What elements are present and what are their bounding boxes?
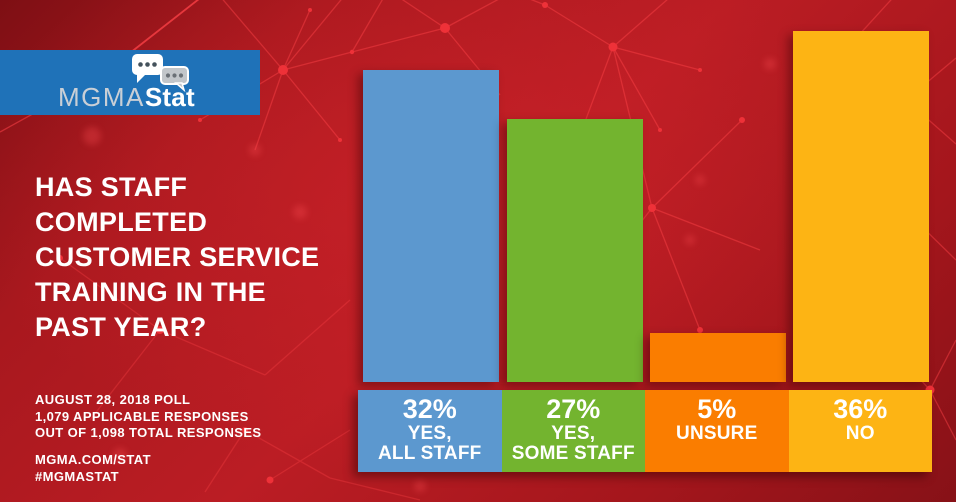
bar-value-label: 5%: [697, 394, 737, 424]
chat-bubbles-icon: [132, 54, 189, 93]
bar-category-label: YES,: [407, 423, 452, 444]
bar-label-yes-some-staff: 27% YES, SOME STAFF: [501, 390, 645, 472]
bar-unsure: [650, 333, 786, 382]
mgma-stat-logo: MGMAStat: [0, 50, 260, 115]
logo-wordmark: MGMAStat: [58, 84, 195, 110]
question-line: HAS STAFF: [35, 172, 188, 202]
site-url-text: MGMA.COM/STAT: [35, 452, 151, 467]
bar-value-label: 27%: [546, 394, 601, 424]
poll-total-line: OUT OF 1,098 TOTAL RESPONSES: [35, 425, 262, 440]
footer-links: MGMA.COM/STAT #MGMASTAT: [35, 452, 151, 485]
question-title: HAS STAFF COMPLETED CUSTOMER SERVICE TRA…: [35, 170, 365, 345]
poll-meta: AUGUST 28, 2018 POLL 1,079 APPLICABLE RE…: [35, 392, 261, 442]
bar-no: [793, 31, 929, 382]
bar-label-unsure: 5% UNSURE: [645, 390, 789, 472]
bar-category-label: YES,: [551, 423, 596, 444]
question-line: CUSTOMER SERVICE: [35, 242, 320, 272]
question-line: COMPLETED: [35, 207, 208, 237]
logo-mgma-text: MGMA: [58, 82, 145, 112]
bar-value-label: 36%: [833, 394, 888, 424]
bar-value-label: 32%: [402, 394, 457, 424]
bar-label-strip: 32% YES, ALL STAFF 27% YES, SOME STAFF 5% UNSUR…: [358, 390, 932, 472]
bar-label-no: 36% NO: [788, 390, 932, 472]
poll-date-line: AUGUST 28, 2018 POLL: [35, 392, 191, 407]
bar-yes-some-staff: [507, 119, 643, 382]
bar-category-label: SOME STAFF: [511, 443, 635, 464]
hashtag-text: #MGMASTAT: [35, 468, 119, 484]
bar-category-label: ALL STAFF: [378, 443, 482, 464]
bar-yes-all-staff: [363, 70, 499, 382]
poll-responses-line: 1,079 APPLICABLE RESPONSES: [35, 408, 249, 424]
bar-label-yes-all-staff: 32% YES, ALL STAFF: [358, 390, 502, 472]
logo-stat-text: Stat: [144, 82, 195, 112]
question-line: PAST YEAR?: [35, 312, 207, 342]
bar-category-label: UNSURE: [676, 423, 758, 444]
bar-category-label: NO: [845, 423, 875, 444]
question-line: TRAINING IN THE: [35, 277, 266, 307]
